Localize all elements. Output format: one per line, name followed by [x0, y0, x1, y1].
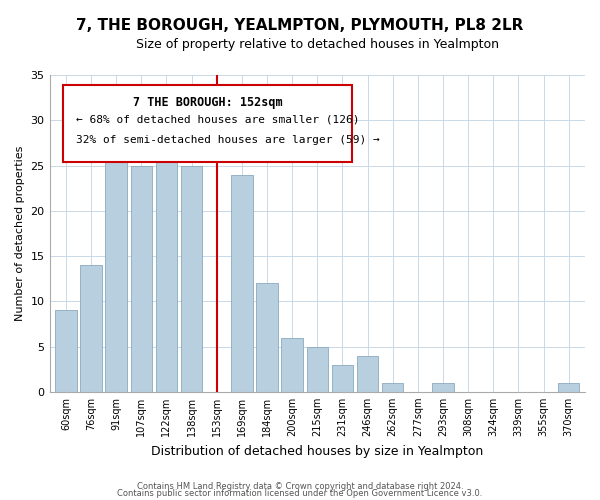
Bar — [80, 265, 102, 392]
Bar — [432, 383, 454, 392]
Text: ← 68% of detached houses are smaller (126): ← 68% of detached houses are smaller (12… — [76, 115, 360, 125]
Bar — [131, 166, 152, 392]
Text: Contains HM Land Registry data © Crown copyright and database right 2024.: Contains HM Land Registry data © Crown c… — [137, 482, 463, 491]
Title: Size of property relative to detached houses in Yealmpton: Size of property relative to detached ho… — [136, 38, 499, 51]
Bar — [256, 284, 278, 392]
Bar — [332, 364, 353, 392]
Bar — [181, 166, 202, 392]
Bar — [231, 175, 253, 392]
Text: 7 THE BOROUGH: 152sqm: 7 THE BOROUGH: 152sqm — [133, 96, 283, 109]
Bar — [106, 148, 127, 392]
Bar — [558, 383, 580, 392]
Bar — [357, 356, 378, 392]
Bar — [281, 338, 303, 392]
Text: 32% of semi-detached houses are larger (59) →: 32% of semi-detached houses are larger (… — [76, 136, 380, 145]
Text: Contains public sector information licensed under the Open Government Licence v3: Contains public sector information licen… — [118, 489, 482, 498]
Bar — [307, 346, 328, 392]
Y-axis label: Number of detached properties: Number of detached properties — [15, 146, 25, 321]
FancyBboxPatch shape — [63, 85, 352, 162]
Bar — [156, 138, 177, 392]
Bar — [55, 310, 77, 392]
Bar — [382, 383, 403, 392]
X-axis label: Distribution of detached houses by size in Yealmpton: Distribution of detached houses by size … — [151, 444, 484, 458]
Text: 7, THE BOROUGH, YEALMPTON, PLYMOUTH, PL8 2LR: 7, THE BOROUGH, YEALMPTON, PLYMOUTH, PL8… — [76, 18, 524, 32]
